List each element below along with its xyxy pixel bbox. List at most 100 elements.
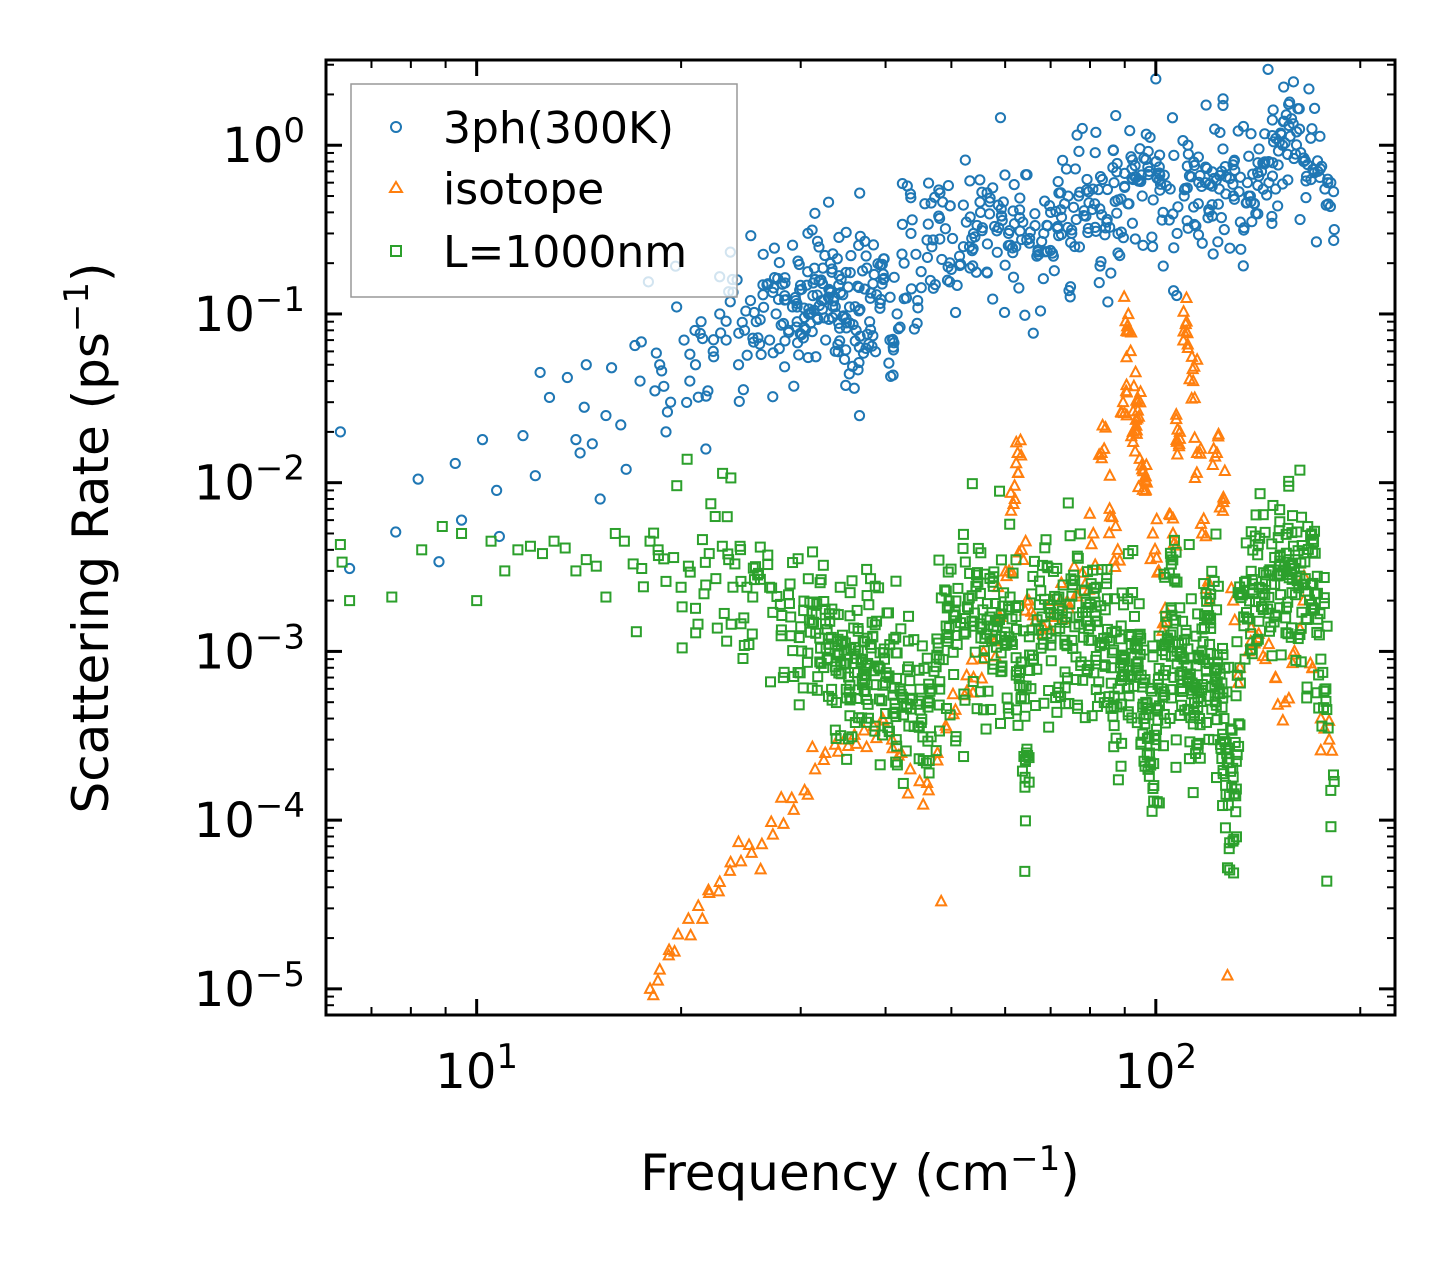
data-point-cloud [1179, 316, 1193, 330]
data-point [675, 581, 687, 593]
data-point-cloud [1217, 143, 1229, 155]
data-point-cloud [1245, 196, 1257, 208]
data-point-cloud [735, 618, 747, 630]
data-point [524, 540, 536, 552]
data-point-cloud [939, 718, 953, 731]
data-point-cloud [1275, 649, 1287, 661]
data-point-cloud [983, 208, 996, 220]
data-point-cloud [981, 266, 993, 278]
data-point-cloud [1176, 304, 1191, 317]
data-point-cloud [1283, 480, 1295, 492]
data-point-cloud [1170, 734, 1182, 746]
data-point-cloud [1014, 680, 1026, 692]
data-point-cloud [695, 911, 710, 924]
data-point-cloud [1318, 572, 1330, 584]
data-point-cloud [887, 341, 899, 353]
data-point-cloud [1138, 483, 1152, 496]
data-point [710, 573, 722, 585]
data-point-cloud [1212, 580, 1224, 592]
data-point-cloud [1071, 129, 1083, 141]
data-point [1276, 139, 1289, 151]
data-point-cloud [1039, 246, 1051, 258]
data-point [934, 893, 948, 907]
data-point-cloud [773, 257, 785, 269]
data-point [720, 334, 732, 346]
data-point [946, 232, 959, 245]
data-point-cloud [779, 294, 791, 306]
data-point-cloud [1218, 224, 1230, 236]
data-point-cloud [1167, 554, 1179, 566]
data-point-cloud [1228, 867, 1240, 879]
data-point-cloud [1119, 651, 1131, 663]
data-point-cloud [1253, 615, 1265, 627]
data-point-cloud [1234, 719, 1246, 731]
data-point [776, 816, 791, 829]
data-point-cloud [822, 690, 834, 702]
data-point [334, 539, 346, 551]
data-point-cloud [1118, 180, 1131, 192]
data-point-cloud [989, 598, 1001, 610]
data-point-cloud [794, 279, 807, 291]
data-point-cloud [1012, 719, 1024, 731]
data-point-cloud [1108, 720, 1120, 732]
data-point-cloud [1147, 651, 1159, 663]
data-point-cloud [1109, 518, 1123, 532]
data-point-cloud [758, 301, 770, 313]
data-point-cloud [851, 604, 863, 616]
data-point-cloud [957, 528, 969, 540]
data-point-cloud [948, 669, 960, 681]
data-point-cloud [959, 556, 971, 568]
data-point-cloud [978, 645, 990, 657]
data-point-cloud [1037, 638, 1049, 650]
data-point-cloud [1034, 305, 1047, 317]
data-point-cloud [912, 302, 924, 314]
data-point [981, 238, 994, 250]
data-point-cloud [764, 814, 778, 828]
data-point-cloud [971, 703, 983, 715]
data-point-cloud [1055, 204, 1067, 216]
data-point [1218, 713, 1230, 725]
data-point-cloud [1295, 147, 1307, 159]
data-point [766, 827, 780, 840]
data-point [912, 294, 924, 307]
data-point-cloud [1246, 216, 1258, 228]
data-point-cloud [941, 635, 953, 647]
data-point-cloud [908, 323, 920, 335]
data-point-cloud [1064, 530, 1076, 542]
data-point-cloud [869, 580, 881, 592]
data-point-cloud [881, 607, 893, 619]
data-point-cloud [1179, 290, 1194, 304]
data-point-cloud [1095, 450, 1109, 464]
data-point-cloud [1071, 550, 1083, 562]
data-point-cloud [765, 676, 777, 688]
data-point-cloud [1090, 126, 1102, 138]
data-point-cloud [757, 279, 769, 291]
data-point-cloud [862, 657, 874, 669]
x-tick-label: 101 [435, 1037, 518, 1100]
data-point-cloud [950, 595, 962, 607]
data-point-cloud [804, 596, 816, 608]
data-point [618, 535, 630, 547]
data-point-cloud [891, 759, 903, 771]
data-point [891, 308, 903, 320]
legend: 3ph(300K) isotope L=1000nm [350, 83, 738, 298]
data-point-cloud [775, 630, 787, 642]
data-point-cloud [1196, 684, 1208, 696]
data-point-cloud [1008, 179, 1020, 191]
data-point-cloud [811, 598, 823, 610]
data-point-cloud [1252, 626, 1266, 639]
data-point-cloud [1301, 692, 1313, 704]
data-point-cloud [1105, 267, 1117, 279]
data-point-cloud [721, 635, 733, 647]
data-point-cloud [1311, 626, 1323, 638]
data-point [559, 542, 571, 554]
data-point-cloud [1266, 210, 1278, 223]
data-point-cloud [1252, 538, 1264, 550]
data-point-cloud [1040, 534, 1052, 546]
y-tick-label: 100 [222, 111, 305, 174]
data-point-cloud [1269, 670, 1283, 684]
data-point-cloud [775, 319, 787, 331]
data-point-cloud [779, 361, 791, 373]
data-point-cloud [1123, 198, 1135, 210]
data-point-cloud [773, 343, 785, 355]
